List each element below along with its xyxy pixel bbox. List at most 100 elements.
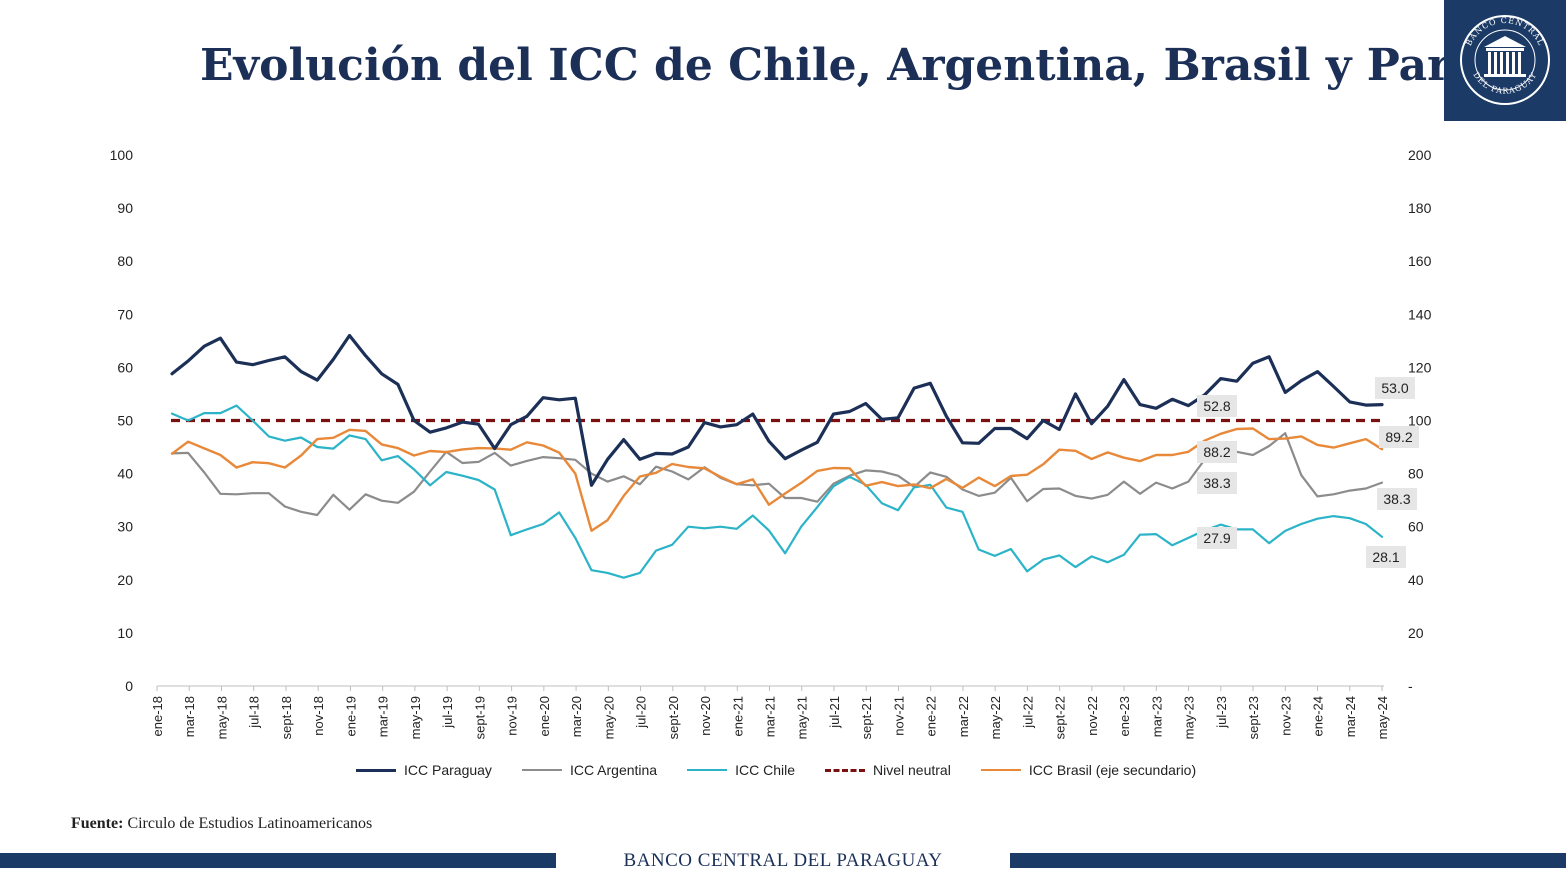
x-tick-label: jul-23 <box>1214 696 1229 729</box>
legend-item-chile[interactable]: ICC Chile <box>687 762 795 778</box>
x-tick-label: mar-18 <box>182 696 197 737</box>
y-tick-label: 30 <box>117 519 133 535</box>
y-tick-label: 90 <box>117 200 133 216</box>
x-tick-label: jul-22 <box>1020 696 1035 729</box>
x-tick-label: sept-20 <box>666 696 681 739</box>
x-tick-label: mar-21 <box>763 696 778 737</box>
legend-swatch-chile <box>687 769 728 771</box>
chart-title: Evolución del ICC de Chile, Argentina, B… <box>200 40 1566 91</box>
data-label-paraguay-end: 53.0 <box>1381 380 1408 396</box>
x-tick-label: sept-22 <box>1053 696 1068 739</box>
x-tick-label: mar-19 <box>376 696 391 737</box>
x-tick-label: may-20 <box>601 696 616 739</box>
data-label-brasil-mid-bg <box>1197 441 1237 463</box>
legend-label-argentina: ICC Argentina <box>569 762 658 778</box>
footer-bar-left <box>0 853 556 868</box>
x-tick-label: may-18 <box>214 696 229 739</box>
series-line-icc-brasil-eje-secundario <box>170 427 1384 532</box>
data-label-brasil-end-bg <box>1379 426 1419 448</box>
x-tick-label: nov-23 <box>1278 696 1293 736</box>
legend-item-argentina[interactable]: ICC Argentina <box>521 762 658 778</box>
y2-tick-label: 40 <box>1408 572 1424 588</box>
y2-tick-label: 140 <box>1408 306 1432 322</box>
x-tick-label: ene-21 <box>730 696 745 736</box>
y2-tick-label: 100 <box>1408 413 1432 429</box>
data-label-chile-end: 28.1 <box>1372 549 1399 565</box>
primary-y-axis: 0 10 20 30 40 50 60 70 80 90 100 <box>110 147 134 694</box>
x-tick-label: jul-21 <box>827 696 842 729</box>
y2-tick-label: 180 <box>1408 200 1432 216</box>
legend-swatch-argentina <box>521 769 562 771</box>
legend-item-paraguay[interactable]: ICC Paraguay <box>356 762 492 778</box>
y-tick-label: 0 <box>125 678 133 694</box>
series-line-icc-paraguay <box>170 333 1384 487</box>
data-labels: 53.0 52.8 89.2 88.2 38.3 38.3 27.9 28.1 <box>1197 377 1419 568</box>
y-tick-label: 70 <box>117 306 133 322</box>
x-tick-label: sept-23 <box>1246 696 1261 739</box>
data-label-argentina-end-bg <box>1377 488 1417 510</box>
x-tick-label: nov-22 <box>1085 696 1100 736</box>
x-tick-label: nov-18 <box>311 696 326 736</box>
x-tick-label: may-21 <box>795 696 810 739</box>
y2-tick-label: 200 <box>1408 147 1432 163</box>
x-tick-label: jul-20 <box>634 696 649 729</box>
bank-seal-icon: BANCO CENTRAL DEL PARAGUAY <box>1460 15 1550 105</box>
data-label-brasil-mid: 88.2 <box>1203 444 1230 460</box>
x-tick-label: may-19 <box>408 696 423 739</box>
legend-swatch-brasil <box>980 769 1021 771</box>
data-label-paraguay-mid-bg <box>1197 395 1237 417</box>
x-tick-label: ene-18 <box>150 696 165 736</box>
data-label-brasil-end: 89.2 <box>1385 429 1412 445</box>
y-tick-label: 60 <box>117 359 133 375</box>
data-label-chile-mid-bg <box>1197 527 1237 549</box>
y2-tick-label: 120 <box>1408 359 1432 375</box>
y2-tick-label: - <box>1408 678 1413 694</box>
data-label-chile-mid: 27.9 <box>1203 530 1230 546</box>
x-tick-label: jul-19 <box>440 696 455 729</box>
source-label: Fuente: <box>71 815 124 832</box>
legend-swatch-neutral <box>825 768 866 772</box>
footer-bar-right <box>1010 853 1566 868</box>
y-tick-label: 10 <box>117 625 133 641</box>
x-tick-label: ene-24 <box>1311 696 1326 736</box>
legend-item-brasil[interactable]: ICC Brasil (eje secundario) <box>980 762 1197 778</box>
y2-tick-label: 80 <box>1408 466 1424 482</box>
footer-text: BANCO CENTRAL DEL PARAGUAY <box>623 850 943 871</box>
legend-swatch-paraguay <box>356 768 396 772</box>
data-label-paraguay-end-bg <box>1375 377 1415 399</box>
x-tick-label: may-23 <box>1182 696 1197 739</box>
x-tick-label: nov-21 <box>891 696 906 736</box>
series-layer <box>170 333 1384 579</box>
x-tick-label: nov-19 <box>505 696 520 736</box>
secondary-y-axis: - 20 40 60 80 100 120 140 160 180 200 <box>1408 147 1432 694</box>
x-tick-label: sept-18 <box>279 696 294 739</box>
x-tick-label: mar-23 <box>1149 696 1164 737</box>
y-tick-label: 100 <box>110 147 134 163</box>
y-tick-label: 40 <box>117 466 133 482</box>
x-tick-label: ene-23 <box>1117 696 1132 736</box>
data-label-paraguay-mid: 52.8 <box>1203 398 1230 414</box>
legend-label-brasil: ICC Brasil (eje secundario) <box>1028 762 1197 778</box>
x-tick-label: mar-22 <box>956 696 971 737</box>
data-label-chile-end-bg <box>1366 546 1406 568</box>
legend-label-neutral: Nivel neutral <box>873 762 951 778</box>
x-tick-label: may-22 <box>988 696 1003 739</box>
legend-label-paraguay: ICC Paraguay <box>404 762 492 778</box>
x-tick-label: sept-19 <box>472 696 487 739</box>
x-tick-label: ene-22 <box>924 696 939 736</box>
source-text: Circulo de Estudios Latinoamericanos <box>123 815 373 832</box>
y-tick-label: 80 <box>117 253 133 269</box>
line-chart: 0 10 20 30 40 50 60 70 80 90 100 - 20 40 60 80 100 120 14… <box>110 147 1432 739</box>
data-label-argentina-mid: 38.3 <box>1203 475 1230 491</box>
y-tick-label: 50 <box>117 413 133 429</box>
legend-item-neutral[interactable]: Nivel neutral <box>825 762 951 778</box>
legend-label-chile: ICC Chile <box>735 762 796 778</box>
x-axis: ene-18 mar-18 may-18 jul-18 sept-18 nov-18 ene… <box>150 685 1390 739</box>
chart-legend: ICC Paraguay ICC Argentina ICC Chile Niv… <box>356 762 1226 778</box>
x-tick-label: may-24 <box>1375 696 1390 739</box>
y2-tick-label: 60 <box>1408 519 1424 535</box>
x-tick-label: sept-21 <box>859 696 874 739</box>
building-columns-icon <box>1484 36 1526 77</box>
y-tick-label: 20 <box>117 572 133 588</box>
x-tick-label: jul-18 <box>247 696 262 729</box>
